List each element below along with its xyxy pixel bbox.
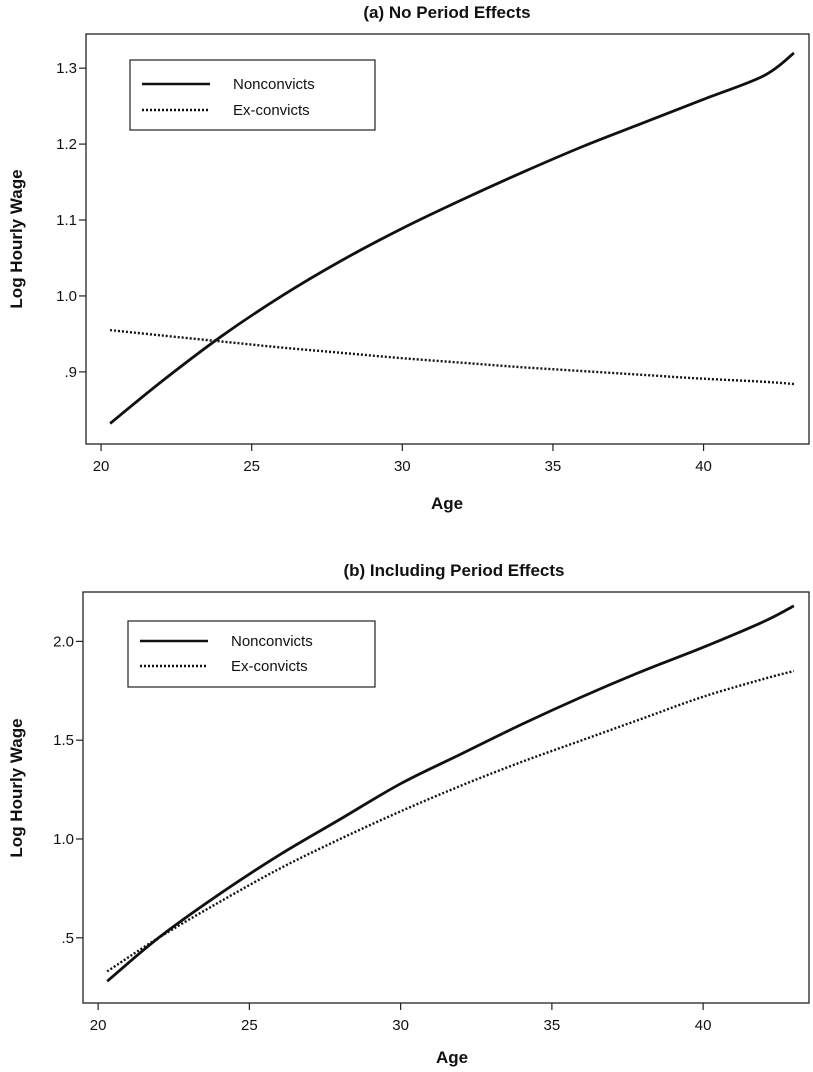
y-tick-label: .9 — [64, 364, 77, 381]
legend-label-ex-convicts: Ex-convicts — [231, 658, 308, 675]
plot-area — [82, 591, 810, 1004]
legend-label-nonconvicts: Nonconvicts — [231, 633, 313, 650]
axis-ticks: 20 25 30 35 40 .5 1.0 1.5 2.0 — [53, 633, 711, 1034]
series-line-ex-convicts — [109, 328, 795, 386]
x-tick-label: 30 — [392, 1017, 409, 1034]
x-axis-label: Age — [436, 1048, 468, 1067]
plot-area — [85, 33, 810, 445]
y-tick-label: 1.5 — [53, 732, 74, 749]
x-tick-label: 25 — [243, 458, 260, 475]
y-tick-label: 1.3 — [56, 60, 77, 77]
y-tick-label: .5 — [61, 930, 74, 947]
series-lines — [109, 51, 795, 425]
legend: Nonconvicts Ex-convicts — [127, 620, 376, 688]
x-tick-label: 40 — [695, 458, 712, 475]
axis-ticks: 20 25 30 35 40 .9 1.0 1.1 1.2 1.3 — [56, 60, 712, 475]
legend-box — [129, 59, 376, 131]
y-tick-label: 1.0 — [53, 831, 74, 848]
y-tick-label: 1.1 — [56, 212, 77, 229]
y-tick-label: 1.0 — [56, 288, 77, 305]
x-tick-label: 25 — [241, 1017, 258, 1034]
panel-a: (a) No Period Effects 20 25 30 35 40 .9 1.0 1.1… — [7, 3, 810, 513]
x-tick-label: 35 — [545, 458, 562, 475]
x-tick-label: 30 — [394, 458, 411, 475]
chart-title: (a) No Period Effects — [363, 3, 530, 22]
chart-title: (b) Including Period Effects — [343, 561, 564, 580]
x-axis-label: Age — [431, 494, 463, 513]
y-tick-label: 2.0 — [53, 633, 74, 650]
series-line-nonconvicts — [109, 51, 795, 425]
y-axis-label: Log Hourly Wage — [7, 718, 26, 857]
x-tick-label: 40 — [695, 1017, 712, 1034]
legend-label-nonconvicts: Nonconvicts — [233, 76, 315, 93]
y-axis-label: Log Hourly Wage — [7, 169, 26, 308]
legend-label-ex-convicts: Ex-convicts — [233, 102, 310, 119]
series-line-nonconvicts — [106, 604, 795, 983]
legend: Nonconvicts Ex-convicts — [129, 59, 376, 131]
x-tick-label: 20 — [90, 1017, 107, 1034]
series-lines — [106, 604, 795, 983]
y-tick-label: 1.2 — [56, 136, 77, 153]
x-tick-label: 35 — [544, 1017, 561, 1034]
x-tick-label: 20 — [93, 458, 110, 475]
panel-b: (b) Including Period Effects 20 25 30 35 40.… — [7, 561, 810, 1067]
series-line-ex-convicts — [106, 669, 795, 973]
legend-box — [127, 620, 376, 688]
